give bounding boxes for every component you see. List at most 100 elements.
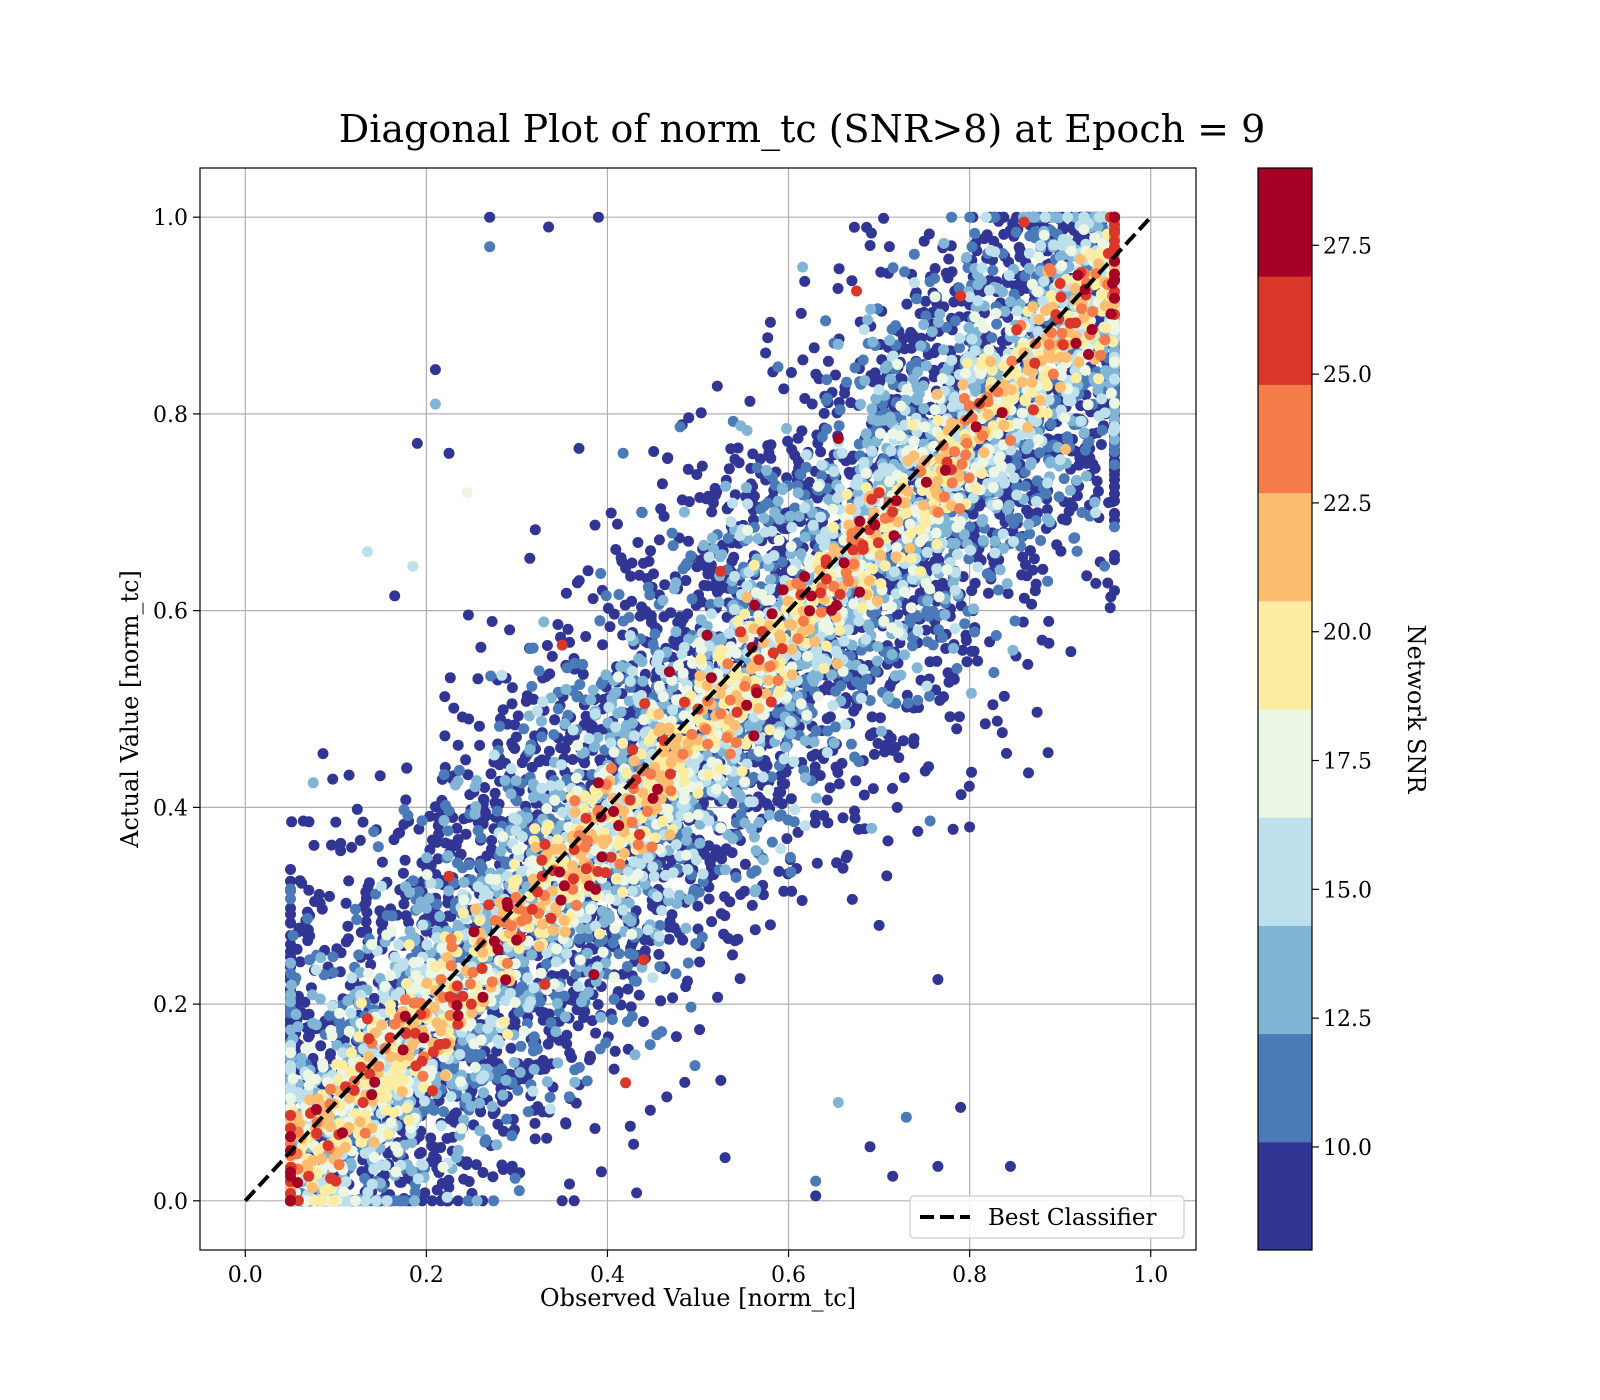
scatter-point [655, 503, 667, 515]
scatter-point [833, 420, 845, 432]
scatter-point [726, 798, 738, 809]
scatter-point [887, 782, 898, 794]
scatter-point [759, 760, 770, 772]
scatter-point [674, 421, 686, 433]
scatter-point [967, 508, 979, 520]
scatter-point [590, 1027, 602, 1039]
scatter-point [983, 587, 994, 599]
scatter-point [837, 812, 849, 824]
scatter-point [749, 924, 761, 936]
scatter-point [622, 983, 634, 995]
scatter-point [966, 766, 977, 778]
scatter-point [484, 211, 496, 223]
scatter-point [830, 761, 842, 773]
scatter-point [512, 710, 524, 722]
scatter-point [809, 817, 821, 829]
scatter-point [778, 885, 790, 897]
scatter-point [529, 1117, 541, 1129]
scatter-point [293, 922, 305, 934]
scatter-point [821, 794, 833, 806]
scatter-point [643, 555, 655, 567]
scatter-point [546, 650, 558, 662]
scatter-point [426, 1195, 438, 1207]
scatter-point [837, 862, 849, 874]
scatter-point [303, 1008, 315, 1020]
scatter-point [537, 1054, 549, 1066]
scatter-point [548, 729, 560, 741]
scatter-point [833, 778, 845, 790]
scatter-point [613, 948, 625, 960]
scatter-point [549, 714, 561, 726]
scatter-point [744, 395, 756, 407]
scatter-point [487, 1171, 499, 1183]
scatter-point [670, 1031, 682, 1043]
scatter-point [325, 1048, 336, 1060]
scatter-point [488, 1195, 500, 1207]
scatter-point [942, 272, 954, 284]
scatter-point [951, 723, 963, 735]
scatter-point [525, 643, 536, 654]
scatter-point [625, 1001, 637, 1013]
scatter-point [608, 1063, 620, 1075]
scatter-point [706, 506, 718, 518]
scatter-point [960, 629, 972, 641]
scatter-point [308, 839, 320, 851]
scatter-point [998, 211, 1010, 223]
scatter-point [562, 623, 574, 635]
scatter-point [811, 857, 823, 869]
scatter-point [721, 611, 733, 623]
scatter-point [302, 913, 314, 924]
scatter-point [710, 844, 722, 856]
scatter-point [961, 656, 973, 668]
scatter-point [645, 545, 656, 557]
scatter-point [839, 387, 851, 399]
scatter-point [608, 608, 620, 620]
scatter-point [666, 909, 678, 921]
scatter-point [462, 769, 474, 781]
scatter-point [595, 1166, 607, 1178]
scatter-point [848, 221, 860, 233]
scatter-point [692, 923, 704, 935]
scatter-point [395, 1176, 407, 1188]
scatter-point [513, 1006, 525, 1018]
scatter-point [764, 919, 776, 931]
scatter-point [1091, 475, 1103, 487]
scatter-point [906, 342, 917, 354]
scatter-point [560, 587, 572, 599]
scatter-point [729, 489, 741, 501]
scatter-point [998, 690, 1010, 702]
scatter-point [430, 801, 441, 813]
scatter-point [816, 470, 828, 482]
scatter-point [712, 991, 724, 1003]
scatter-point [881, 870, 893, 882]
scatter-point [1001, 747, 1012, 759]
scatter-point [1036, 634, 1048, 646]
scatter-point [867, 783, 879, 795]
scatter-point [934, 694, 946, 706]
scatter-point [694, 1024, 706, 1036]
scatter-point [354, 834, 366, 846]
scatter-point [887, 1170, 899, 1182]
scatter-point [665, 607, 677, 619]
scatter-point [672, 634, 684, 646]
scatter-point [634, 610, 646, 622]
scatter-point [379, 1169, 391, 1181]
scatter-point [541, 640, 553, 651]
scatter-point [1067, 500, 1079, 512]
scatter-point [432, 853, 444, 865]
scatter-point [597, 639, 609, 651]
scatter-point [662, 453, 673, 464]
scatter-point [874, 712, 886, 724]
scatter-point [878, 212, 890, 224]
scatter-point [582, 565, 594, 577]
scatter-point [785, 793, 797, 805]
scatter-point [475, 641, 487, 653]
scatter-point [932, 974, 944, 985]
scatter-point [1041, 504, 1053, 515]
scatter-point [521, 690, 533, 702]
scatter-point [792, 826, 804, 838]
scatter-point [902, 697, 914, 709]
scatter-point [795, 307, 807, 319]
scatter-point [455, 848, 467, 860]
